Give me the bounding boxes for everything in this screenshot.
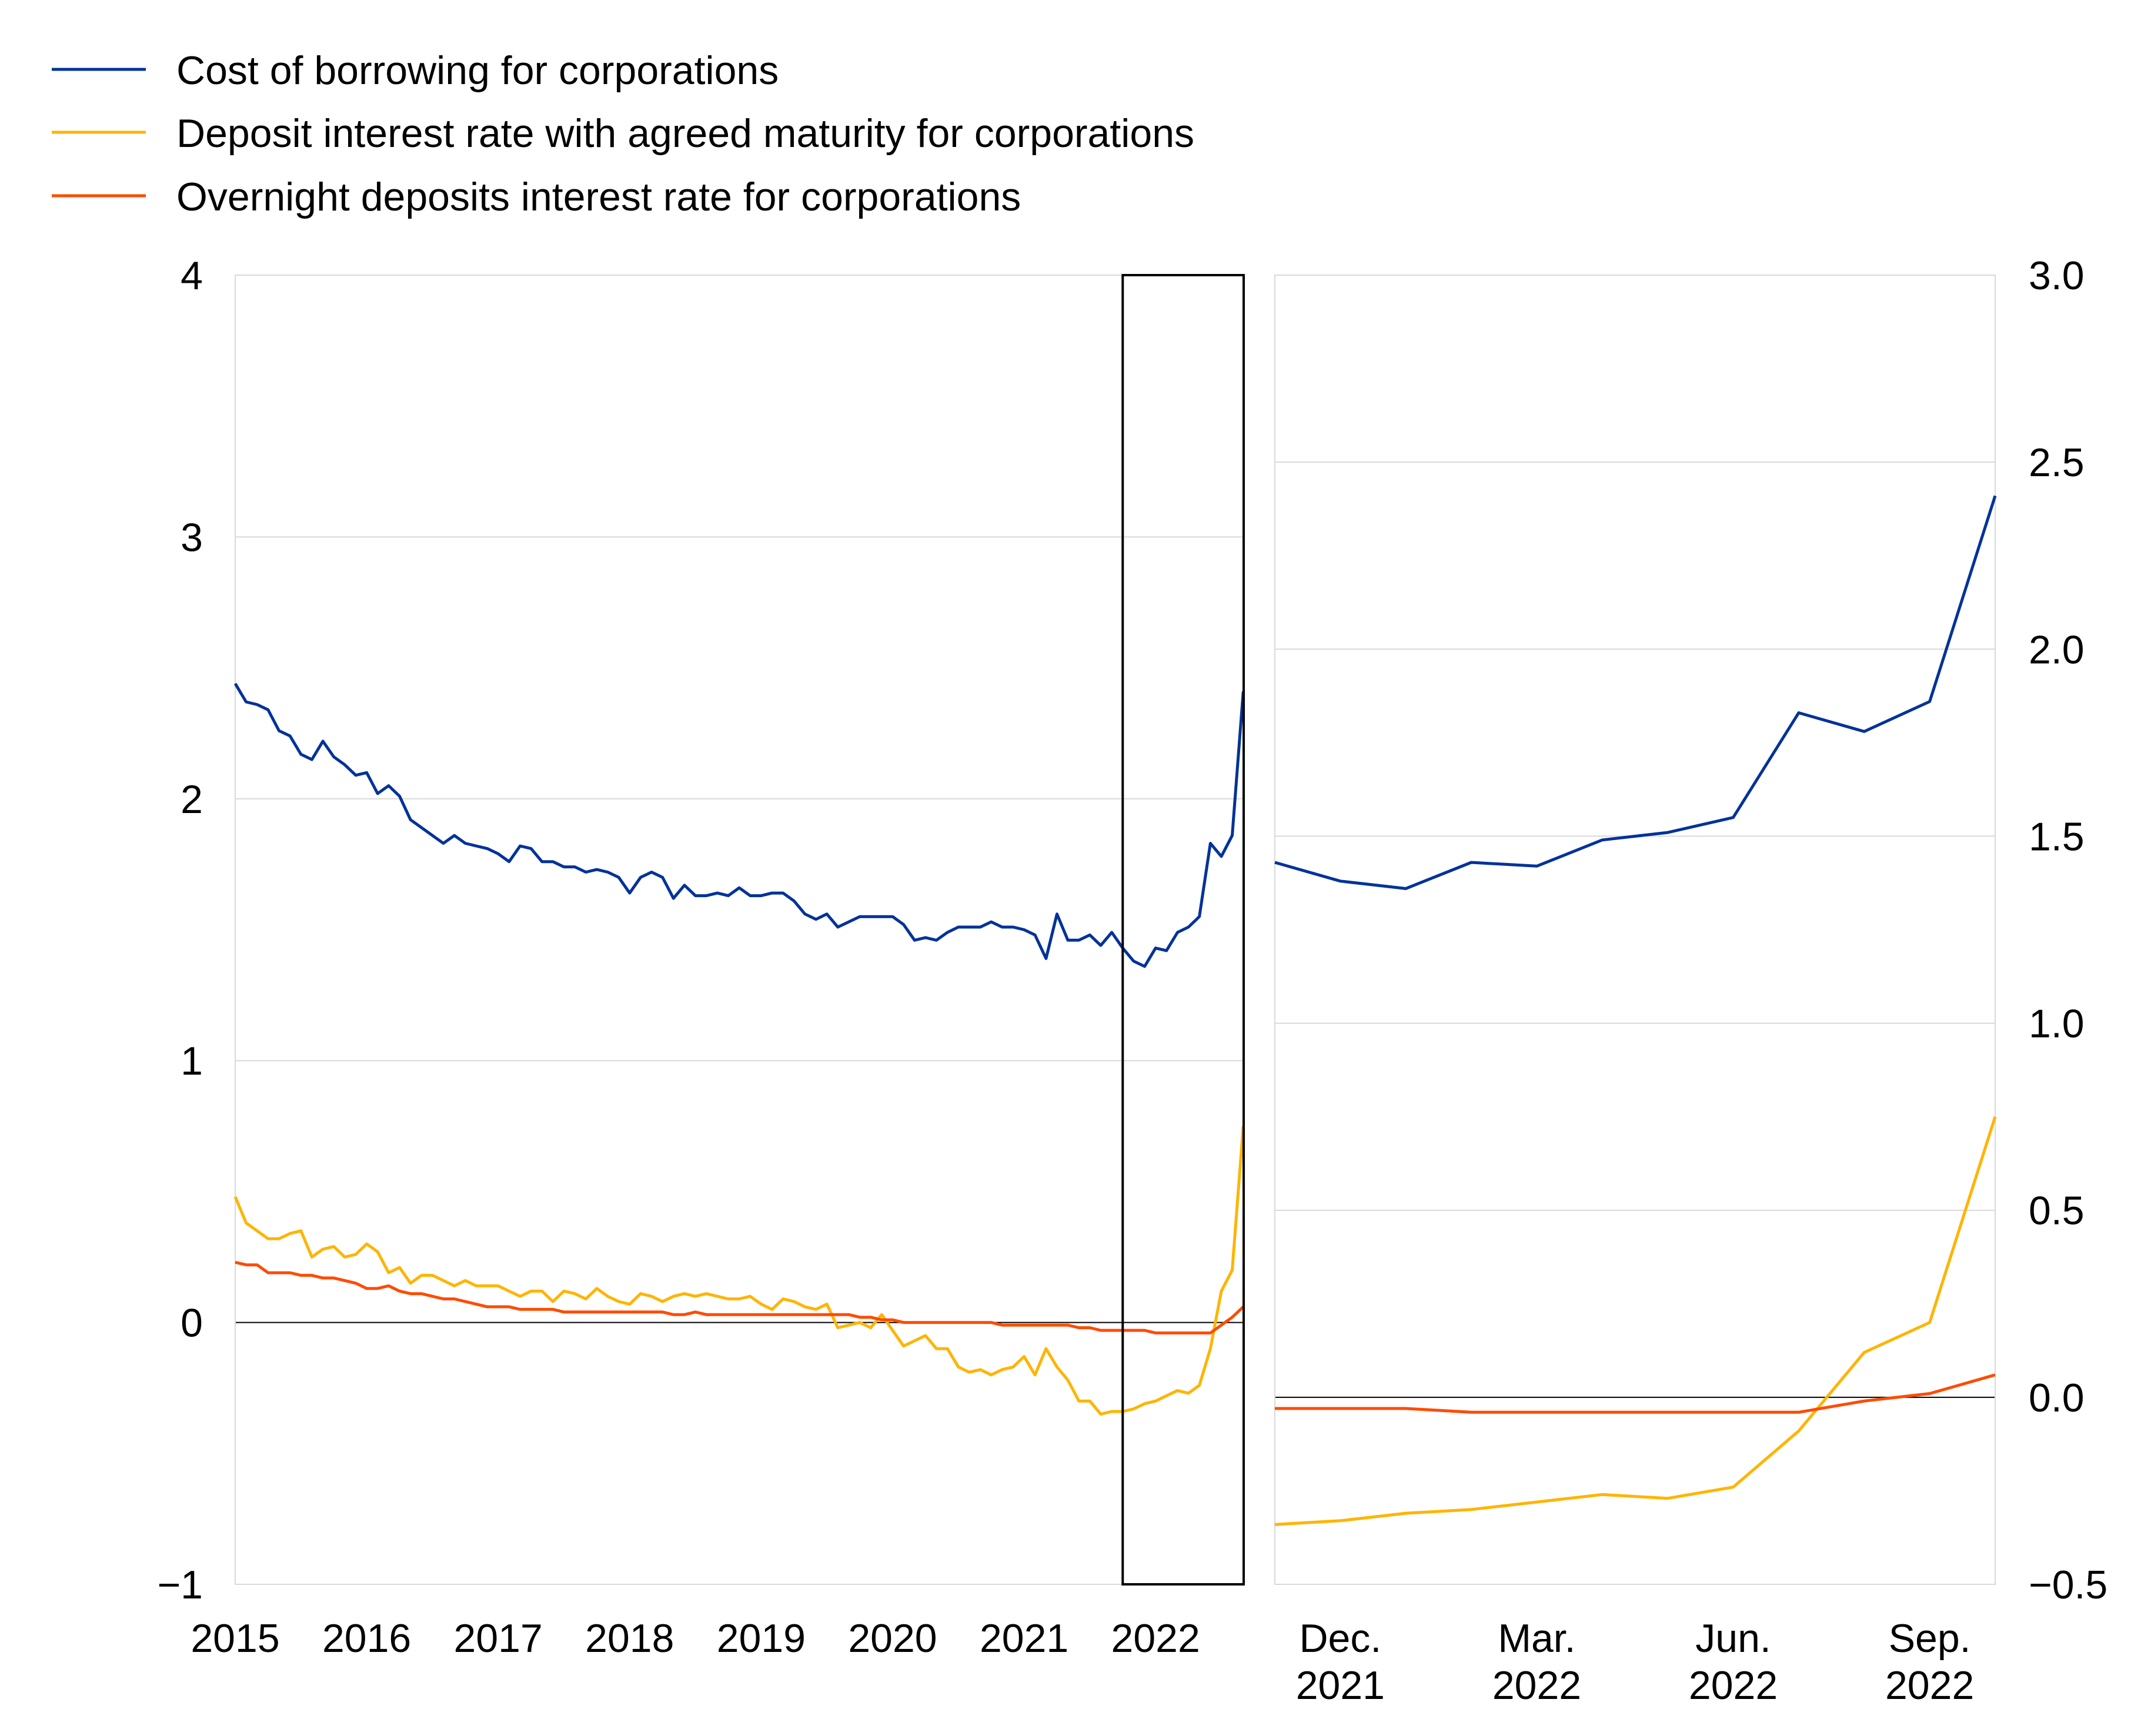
left-y-tick-label: 0 (181, 1301, 203, 1346)
left-x-tick-label: 2018 (585, 1616, 674, 1661)
right-x-tick-label-month: Dec. (1299, 1616, 1381, 1661)
right-x-tick-label-month: Mar. (1498, 1616, 1575, 1661)
left-gridlines (235, 275, 1244, 1585)
right-y-tick-label: 3.0 (2029, 253, 2085, 298)
right-plot-frame (1274, 275, 1996, 1585)
right-y-tick-label: 0.5 (2029, 1189, 2085, 1233)
legend: Cost of borrowing for corporations Depos… (52, 48, 1194, 219)
right-y-tick-label: 2.0 (2029, 627, 2085, 672)
left-panel: 4 3 2 1 0 −1 2015 2016 2017 2018 2019 2020 2021 2022 (157, 253, 1245, 1661)
left-x-tick-label: 2017 (454, 1616, 543, 1661)
left-x-tick-labels: 2015 2016 2017 2018 2019 2020 2021 2022 (191, 1616, 1200, 1661)
left-y-tick-label: 3 (181, 515, 203, 560)
right-x-tick-label-year: 2022 (1885, 1663, 1974, 1708)
legend-label-deposit-agreed: Deposit interest rate with agreed maturi… (176, 111, 1194, 156)
right-x-tick-label-year: 2022 (1492, 1663, 1581, 1708)
right-series-cost-of-borrowing-for-corporations (1274, 495, 1997, 890)
right-y-tick-label: 2.5 (2029, 440, 2085, 485)
left-x-tick-label: 2019 (717, 1616, 806, 1661)
left-x-tick-label: 2015 (191, 1616, 279, 1661)
right-series-deposit-interest-rate-with-agreed-maturity-for-corporations (1274, 1116, 1997, 1526)
right-y-tick-labels: 3.0 2.5 2.0 1.5 1.0 0.5 0.0 −0.5 (2029, 253, 2107, 1607)
right-x-tick-label-month: Sep. (1889, 1616, 1971, 1661)
legend-label-borrowing: Cost of borrowing for corporations (176, 48, 779, 93)
left-series-overnight-deposits-interest-rate-for-corporations (235, 1260, 1245, 1334)
legend-item: Deposit interest rate with agreed maturi… (52, 111, 1194, 156)
left-series-lines (233, 683, 1245, 1416)
left-series-deposit-interest-rate-with-agreed-maturity-for-corporations (233, 1126, 1245, 1416)
left-y-tick-labels: 4 3 2 1 0 −1 (157, 253, 203, 1607)
right-x-tick-label-month: Jun. (1695, 1616, 1771, 1661)
right-panel: 3.02.52.01.51.00.50.0−0.5 Dec.2021Mar.20… (1274, 253, 2107, 1708)
right-y-tick-label: 1.5 (2029, 814, 2085, 859)
right-x-tick-label-year: 2021 (1296, 1663, 1385, 1708)
left-y-tick-label: 1 (181, 1039, 203, 1083)
left-x-tick-label: 2021 (980, 1616, 1068, 1661)
highlight-box (1121, 274, 1245, 1586)
right-gridlines (1275, 275, 1995, 1585)
right-y-tick-label: 0.0 (2029, 1376, 2085, 1420)
left-y-tick-label: 4 (181, 253, 203, 298)
right-x-tick-label-year: 2022 (1689, 1663, 1778, 1708)
legend-label-overnight: Overnight deposits interest rate for cor… (176, 175, 1021, 219)
legend-item: Cost of borrowing for corporations (52, 48, 779, 93)
left-series-cost-of-borrowing-for-corporations (233, 683, 1245, 968)
right-y-tick-label: −0.5 (2029, 1563, 2107, 1607)
right-series-overnight-deposits-interest-rate-for-corporations (1275, 1373, 1996, 1414)
left-x-tick-label: 2020 (848, 1616, 937, 1661)
left-y-tick-label: −1 (157, 1563, 203, 1607)
right-y-tick-label: 1.0 (2029, 1002, 2085, 1046)
left-x-tick-label: 2022 (1111, 1616, 1200, 1661)
left-plot-frame (235, 275, 1244, 1585)
right-series-lines (1274, 495, 1997, 1526)
left-y-tick-label: 2 (181, 777, 203, 822)
legend-item: Overnight deposits interest rate for cor… (52, 175, 1021, 219)
left-x-tick-label: 2016 (322, 1616, 411, 1661)
